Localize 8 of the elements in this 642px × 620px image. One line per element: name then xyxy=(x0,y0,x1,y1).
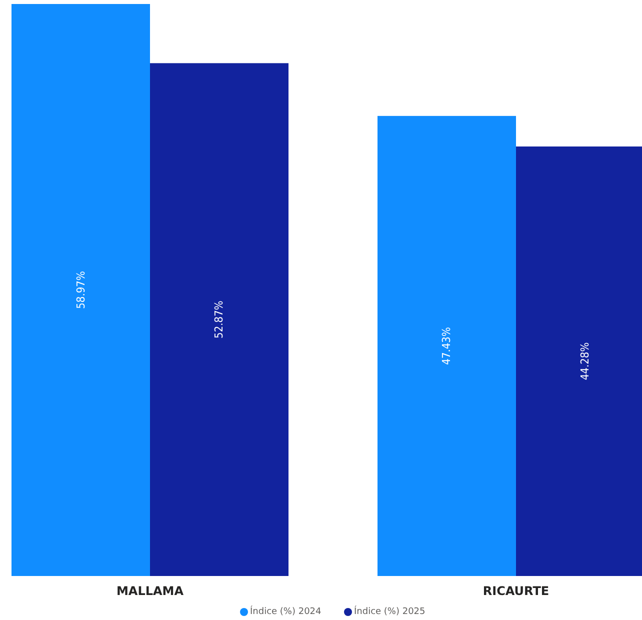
data-label: 58.97% xyxy=(74,271,88,309)
x-tick-label: RICAURTE xyxy=(482,584,550,598)
x-tick-label: MALLAMA xyxy=(116,584,184,598)
data-label: 52.87% xyxy=(212,300,226,338)
legend-label: Índice (%) 2025 xyxy=(354,605,426,617)
legend-label: Índice (%) 2024 xyxy=(250,605,322,617)
data-label: 44.28% xyxy=(578,342,592,380)
data-label: 47.43% xyxy=(440,327,454,365)
